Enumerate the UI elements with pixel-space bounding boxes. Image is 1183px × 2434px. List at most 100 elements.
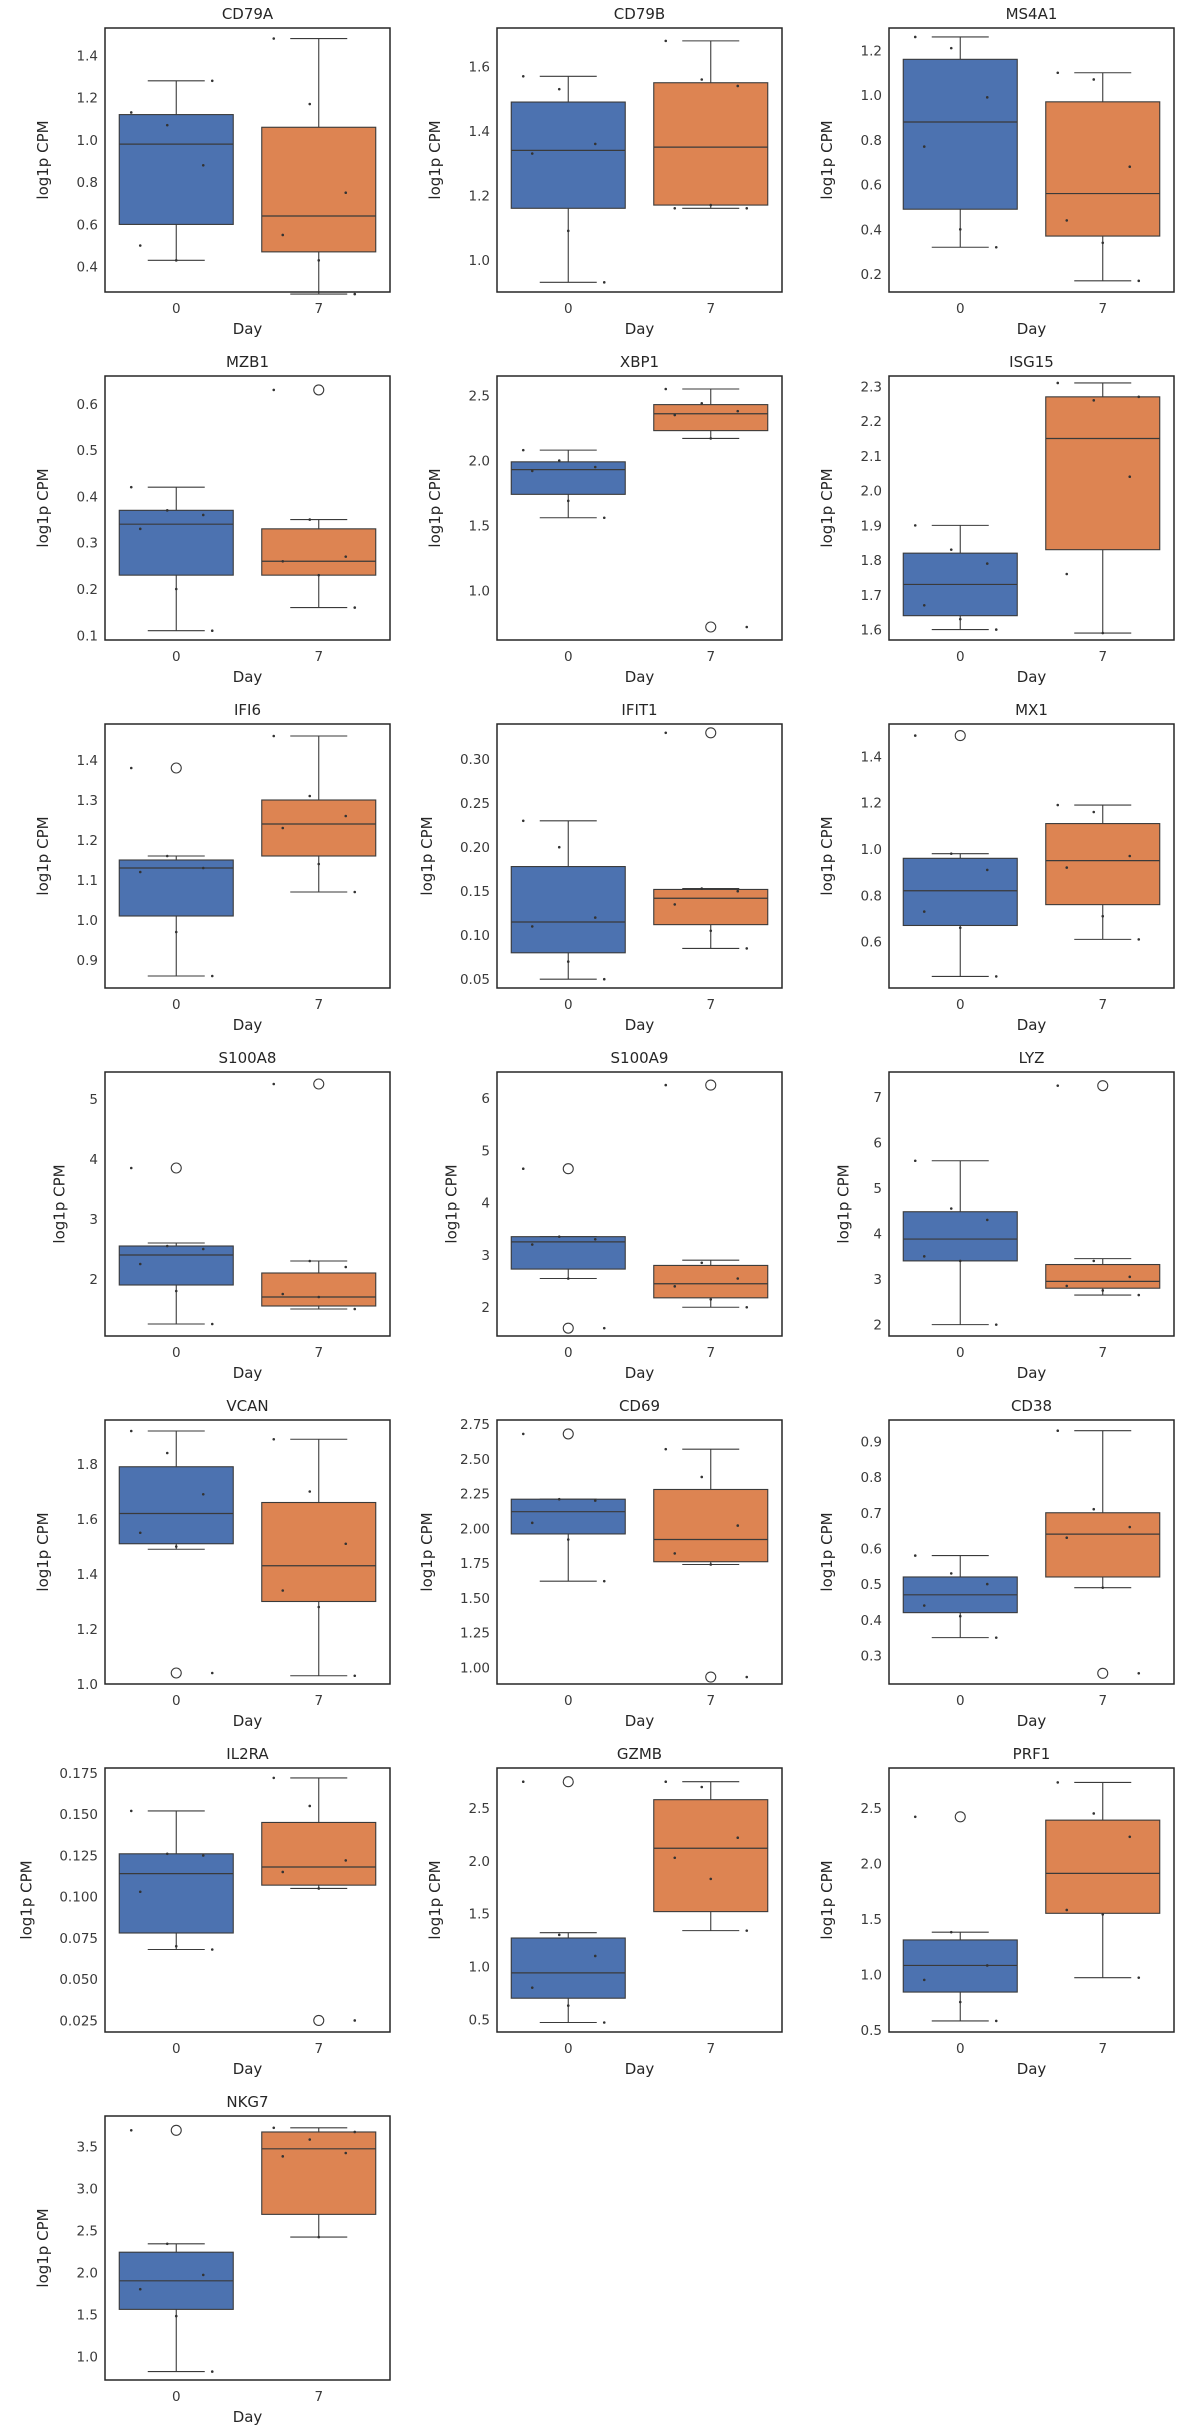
y-tick-label: 0.5 (77, 443, 98, 459)
y-axis-label: log1p CPM (818, 120, 836, 199)
x-axis-label: Day (233, 2408, 263, 2426)
data-point (913, 1159, 917, 1163)
y-tick-label: 0.3 (861, 1648, 882, 1664)
box-day-7 (261, 37, 377, 296)
x-axis-label: Day (625, 668, 655, 686)
subplot-ifit1: IFIT1 0.05 0.10 0.15 0.20 0.25 0.30 0 7 Day log1p … (418, 701, 783, 1034)
data-point (709, 1877, 713, 1881)
iqr-box (653, 1799, 769, 1913)
outlier-marker (170, 1162, 182, 1174)
data-point (272, 734, 276, 738)
y-tick-label: 1.2 (77, 91, 98, 107)
data-point (210, 1948, 214, 1951)
data-point (958, 228, 962, 231)
outlier-marker (705, 727, 717, 739)
data-point (922, 603, 926, 607)
data-point (557, 1235, 561, 1238)
plot-frame (888, 375, 1175, 641)
iqr-box (261, 1821, 377, 1886)
data-point (673, 1285, 677, 1288)
subplot-prf1: PRF1 0.5 1.0 1.5 2.0 2.5 0 7 Day log1p CPM (818, 1745, 1175, 2078)
x-tick-label: 7 (314, 1693, 323, 1709)
box-day-7 (1045, 1781, 1161, 1979)
subplot-title: CD38 (1011, 1397, 1052, 1415)
data-point (736, 409, 740, 413)
data-point (344, 1265, 348, 1269)
subplot-title: CD79A (222, 5, 274, 23)
y-tick-label: 0.9 (77, 953, 98, 969)
data-point (949, 548, 953, 551)
box-day-0 (510, 819, 626, 981)
y-tick-label: 2 (481, 1300, 490, 1316)
data-point (1101, 914, 1105, 918)
data-point (949, 46, 953, 50)
subplot-title: LYZ (1019, 1049, 1045, 1067)
data-point (593, 1499, 597, 1502)
iqr-box (510, 1937, 626, 1999)
data-point (210, 1671, 214, 1675)
y-tick-label: 1.5 (469, 519, 490, 535)
data-point (745, 1305, 749, 1309)
iqr-box (118, 1853, 234, 1934)
y-tick-label: 0.6 (77, 217, 98, 233)
data-point (566, 1538, 570, 1541)
data-point (201, 513, 205, 517)
iqr-box (510, 866, 626, 954)
data-point (664, 1447, 668, 1451)
x-tick-label: 7 (1098, 649, 1107, 665)
data-point (1056, 1781, 1060, 1784)
outlier-marker (705, 1671, 717, 1683)
y-tick-label: 1.50 (460, 1591, 490, 1607)
data-point (1092, 78, 1096, 81)
y-tick-label: 3.0 (77, 2181, 98, 2197)
x-tick-label: 7 (1098, 2041, 1107, 2057)
data-point (344, 1859, 348, 1862)
y-tick-label: 3 (89, 1212, 98, 1228)
plot-frame (888, 1071, 1175, 1337)
iqr-box (653, 82, 769, 206)
y-tick-label: 2.50 (460, 1452, 490, 1468)
data-point (736, 1277, 740, 1280)
data-point (281, 826, 285, 830)
data-point (521, 1432, 525, 1436)
subplot-s100a9: S100A9 2 3 4 5 6 0 7 Day log1p CPM (443, 1049, 783, 1382)
data-point (129, 485, 133, 489)
y-tick-label: 1.6 (77, 1512, 98, 1528)
data-point (602, 1326, 606, 1330)
x-tick-label: 7 (1098, 997, 1107, 1013)
iqr-box (118, 509, 234, 576)
data-point (922, 910, 926, 913)
data-point (994, 2019, 998, 2023)
x-tick-label: 7 (1098, 1693, 1107, 1709)
box-day-0 (510, 1428, 626, 1583)
data-point (922, 1255, 926, 1258)
data-point (673, 1856, 677, 1860)
data-point (958, 926, 962, 930)
plot-frame (496, 1767, 783, 2033)
plot-frame (104, 27, 391, 293)
data-point (281, 1870, 285, 1874)
data-point (994, 628, 998, 631)
subplot-title: IFIT1 (621, 701, 657, 719)
data-point (1137, 395, 1141, 399)
y-tick-label: 0.6 (861, 1541, 882, 1557)
x-axis-label: Day (233, 1016, 263, 1034)
data-point (165, 854, 169, 858)
y-tick-label: 4 (481, 1196, 490, 1212)
iqr-box (1045, 396, 1161, 551)
data-point (272, 388, 276, 392)
plot-frame (496, 723, 783, 989)
y-tick-label: 1.6 (861, 623, 882, 639)
data-point (922, 145, 926, 148)
box-day-0 (510, 1163, 626, 1334)
box-day-0 (118, 1809, 234, 1951)
data-point (1065, 1536, 1069, 1540)
y-tick-label: 2.25 (460, 1487, 490, 1503)
box-day-7 (1045, 71, 1161, 283)
iqr-box (118, 1466, 234, 1545)
y-tick-label: 0.100 (59, 1890, 98, 1906)
x-axis-label: Day (1017, 320, 1047, 338)
y-tick-label: 1.25 (460, 1626, 490, 1642)
y-tick-label: 2 (89, 1272, 98, 1288)
y-axis-label: log1p CPM (34, 468, 52, 547)
